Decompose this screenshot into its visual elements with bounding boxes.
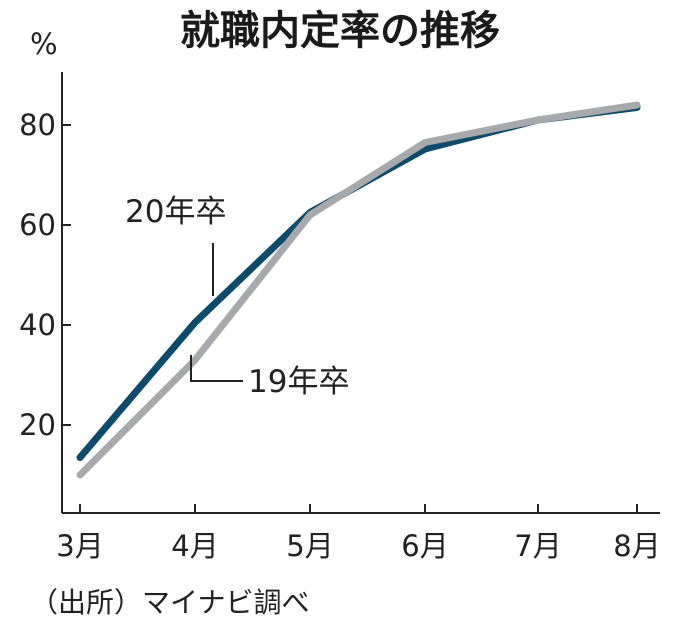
x-tick-label: 3月: [56, 529, 103, 563]
x-tick-label: 4月: [171, 529, 218, 563]
chart-title: 就職内定率の推移: [180, 8, 500, 54]
series-labels: 20年卒 19年卒: [125, 194, 349, 400]
source-note: （出所）マイナビ調べ: [30, 586, 309, 619]
x-axis-ticks: 3月 4月 5月 6月 7月 8月: [56, 504, 661, 563]
y-tick-label: 80: [19, 108, 56, 142]
x-tick-label: 6月: [401, 529, 448, 563]
series-line-1: [76, 101, 641, 479]
x-tick-label: 8月: [613, 529, 660, 563]
y-tick-label: 60: [19, 208, 56, 242]
y-tick-label: 40: [19, 308, 56, 342]
series-label-19: 19年卒: [248, 364, 349, 400]
y-axis-unit: %: [30, 27, 58, 61]
series-label-20: 20年卒: [125, 194, 226, 230]
leader-line-19: [190, 355, 243, 382]
series-line-0: [76, 104, 641, 461]
y-tick-label: 20: [19, 408, 56, 442]
x-tick-label: 7月: [514, 529, 561, 563]
x-tick-label: 5月: [286, 529, 333, 563]
series-lines: [76, 101, 641, 479]
axes: [61, 72, 660, 514]
y-axis-ticks: 20 40 60 80: [19, 108, 71, 442]
